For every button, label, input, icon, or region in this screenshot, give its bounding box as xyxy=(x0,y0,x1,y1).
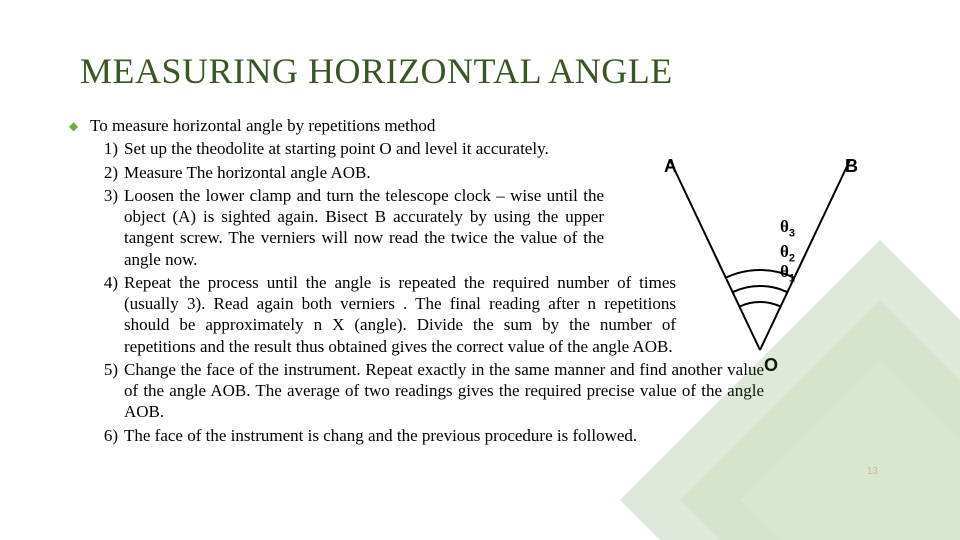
step-text: The face of the instrument is chang and … xyxy=(124,425,764,446)
step-text: Set up the theodolite at starting point … xyxy=(124,138,604,159)
slide: MEASURING HORIZONTAL ANGLE ◆ To measure … xyxy=(0,0,960,540)
step-text: Repeat the process until the angle is re… xyxy=(124,272,676,357)
intro-line: To measure horizontal angle by repetitio… xyxy=(90,115,832,136)
label-a: A xyxy=(664,156,677,177)
slide-title: MEASURING HORIZONTAL ANGLE xyxy=(80,50,673,92)
step-number: 3) xyxy=(94,185,124,270)
step-text: Measure The horizontal angle AOB. xyxy=(124,162,604,183)
angle-diagram: A B O θ3 θ2 θ1 xyxy=(640,150,880,380)
step-number: 4) xyxy=(94,272,124,357)
step-number: 5) xyxy=(94,359,124,423)
step-number: 1) xyxy=(94,138,124,159)
step-number: 6) xyxy=(94,425,124,446)
page-number: 13 xyxy=(867,466,878,477)
bullet-icon: ◆ xyxy=(69,119,78,134)
theta-1: θ1 xyxy=(780,262,795,284)
label-b: B xyxy=(845,156,858,177)
step-number: 2) xyxy=(94,162,124,183)
step-6: 6) The face of the instrument is chang a… xyxy=(94,425,832,446)
diagram-svg xyxy=(640,150,880,380)
step-text: Loosen the lower clamp and turn the tele… xyxy=(124,185,604,270)
label-o: O xyxy=(764,355,778,376)
theta-3: θ3 xyxy=(780,217,795,239)
